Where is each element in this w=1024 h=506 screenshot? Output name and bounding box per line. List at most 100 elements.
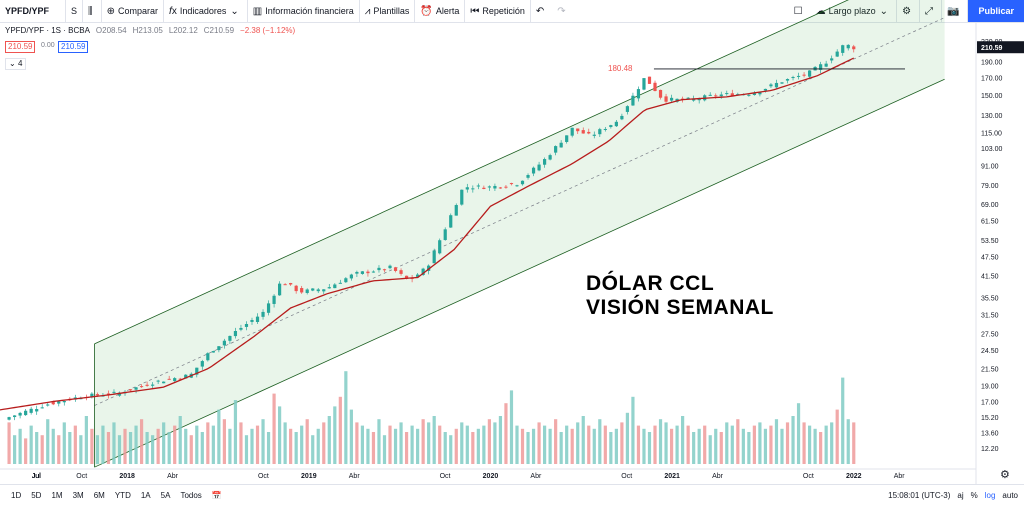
volume-bar — [18, 428, 22, 464]
expand-button[interactable]: ⤢ — [920, 0, 943, 22]
candle — [18, 411, 22, 419]
volume-bar — [244, 435, 249, 464]
range-5d-button[interactable]: 5D — [31, 491, 42, 500]
percent-toggle[interactable]: % — [970, 491, 978, 500]
volume-bar — [537, 422, 541, 464]
long-term-button[interactable]: ☁ Largo plazo ⌄ — [811, 0, 898, 22]
candle-body — [526, 175, 530, 178]
chart-legend: YPFD/YPF · 1S · BCBA O208.54 H213.05 L20… — [5, 26, 295, 35]
snapshot-button[interactable]: 📷 — [942, 0, 969, 22]
range-1d-button[interactable]: 1D — [11, 491, 22, 500]
price-tick-label: 47.50 — [981, 255, 999, 262]
candle — [852, 44, 856, 53]
price-tick-label: 13.60 — [981, 431, 999, 438]
fullscreen-square-button[interactable]: ☐ — [789, 0, 811, 22]
candle-body — [366, 271, 370, 274]
candle — [421, 267, 425, 276]
candle — [178, 377, 182, 380]
candle — [305, 288, 309, 295]
candle — [515, 184, 519, 187]
financials-button[interactable]: ▥ Información financiera — [248, 0, 360, 22]
interval-button[interactable]: S — [66, 0, 84, 22]
volume-bar — [371, 432, 376, 464]
settings-button[interactable]: ⚙ — [897, 0, 921, 22]
range-1m-button[interactable]: 1M — [51, 491, 63, 500]
candle-body — [344, 278, 348, 283]
replay-button[interactable]: ⏮ Repetición — [465, 0, 531, 22]
undo-button[interactable]: ↶ — [531, 0, 552, 22]
volume-bar — [554, 419, 558, 464]
time-tick-label: Jul — [32, 473, 41, 480]
volume-bar — [355, 422, 359, 464]
symbol-title[interactable]: YPFD/YPF · 1S · BCBA — [5, 26, 90, 35]
volume-bar — [526, 432, 530, 464]
indicators-label: Indicadores — [179, 6, 227, 16]
range-ytd-button[interactable]: YTD — [114, 491, 131, 500]
publish-button[interactable]: Publicar — [968, 0, 1024, 22]
clock-label[interactable]: 15:08:01 (UTC-3) — [888, 491, 951, 500]
volume-bar — [283, 422, 287, 464]
candle — [366, 269, 370, 277]
volume-bar — [487, 419, 491, 464]
indicators-toggle[interactable]: ⌄ 4 — [5, 58, 27, 70]
compare-button[interactable]: ⊕ Comparar — [102, 0, 165, 22]
range-1a-button[interactable]: 1A — [140, 491, 151, 500]
range-todos-button[interactable]: Todos — [180, 491, 202, 500]
candle — [796, 72, 801, 80]
candle — [239, 324, 243, 332]
candle — [758, 92, 762, 97]
candle-body — [570, 127, 574, 136]
range-3m-button[interactable]: 3M — [72, 491, 84, 500]
indicators-button[interactable]: fx Indicadores ⌄ — [164, 0, 248, 22]
volume-bar — [482, 425, 486, 464]
auto-toggle[interactable]: auto — [1002, 491, 1018, 500]
volume-bar — [852, 422, 856, 464]
volume-bar — [531, 428, 536, 464]
chart-style-button[interactable]: ⫼ — [83, 0, 102, 22]
candle-body — [360, 271, 365, 274]
candle — [730, 89, 734, 97]
redo-button[interactable]: ↷ — [552, 0, 573, 22]
volume-bar — [438, 425, 442, 464]
volume-bar — [134, 425, 138, 464]
templates-button[interactable]: ⩘ Plantillas — [360, 0, 416, 22]
alert-button[interactable]: ⏰ Alerta — [415, 0, 466, 22]
time-tick-label: Abr — [167, 473, 179, 480]
ask-price-box[interactable]: 210.59 — [58, 41, 89, 53]
candle — [393, 266, 398, 273]
volume-bar — [322, 422, 326, 464]
range-6m-button[interactable]: 6M — [93, 491, 105, 500]
moving-average — [0, 57, 855, 411]
candle — [526, 173, 530, 180]
candle — [785, 78, 790, 84]
candle — [200, 359, 204, 370]
candle — [134, 387, 138, 394]
candle — [548, 153, 552, 161]
volume-bar — [222, 419, 226, 464]
price-tick-label: 130.00 — [981, 113, 1003, 120]
log-toggle[interactable]: log — [984, 491, 996, 500]
calendar-icon[interactable]: 📅 — [211, 491, 222, 500]
volume-bar — [714, 428, 718, 464]
price-axis[interactable]: 220.00 190.00 170.00 150.00 130.00 115.00 103.… — [975, 22, 1024, 484]
candle — [493, 183, 497, 191]
adj-toggle[interactable]: aj — [957, 491, 964, 500]
symbol-search[interactable]: YPFD/YPF — [0, 0, 66, 22]
volume-bar — [145, 432, 149, 464]
candle — [173, 377, 177, 383]
candle-body — [443, 229, 447, 240]
range-5a-button[interactable]: 5A — [160, 491, 171, 500]
channel-mid — [94, 17, 945, 406]
scale-settings-button[interactable]: ⚙ — [1000, 469, 1010, 481]
candle-body — [802, 74, 806, 76]
volume-bar — [139, 419, 144, 464]
candle-body — [576, 128, 580, 132]
volume-bar — [206, 422, 210, 464]
candle — [162, 381, 166, 384]
candle — [614, 120, 618, 128]
candle-body — [774, 82, 779, 88]
candle — [283, 283, 287, 286]
bid-price-box[interactable]: 210.59 — [5, 41, 36, 53]
